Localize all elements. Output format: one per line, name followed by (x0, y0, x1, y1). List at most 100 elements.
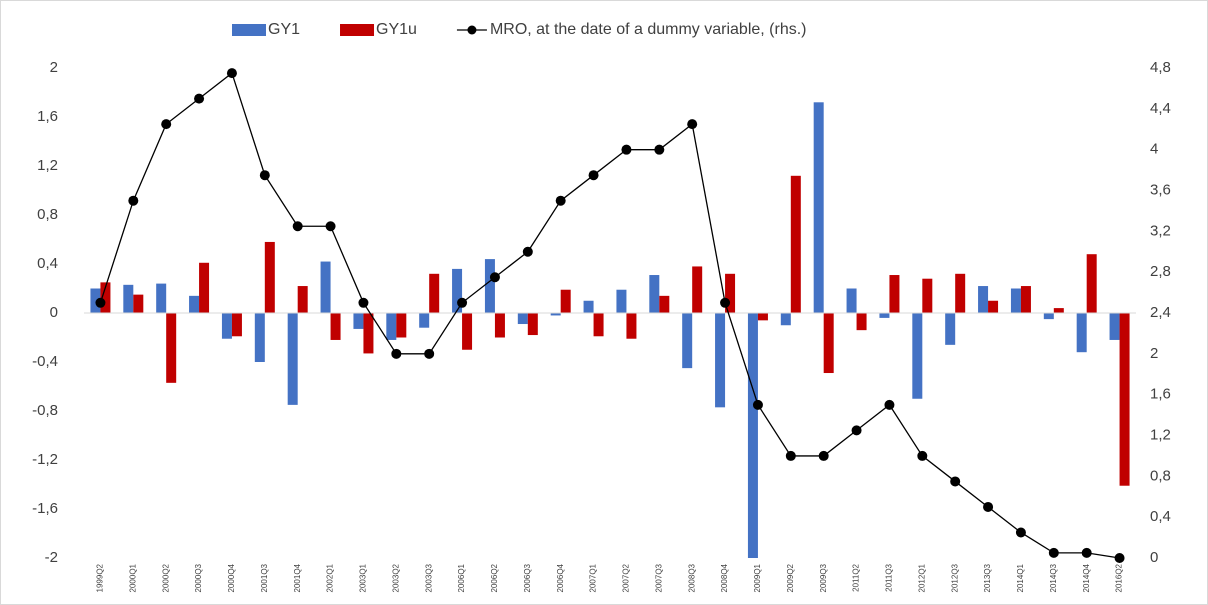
y2-tick-label: 0 (1150, 549, 1158, 566)
line-point (522, 246, 533, 257)
line-point (720, 297, 731, 308)
line-point (752, 399, 763, 410)
bar (1109, 313, 1120, 340)
y2-tick-label: 0,4 (1150, 508, 1171, 525)
x-tick-label: 2006Q2 (490, 563, 499, 592)
y-tick-label: 1,6 (37, 108, 58, 125)
bar (725, 273, 736, 313)
bar (133, 294, 144, 313)
line-point (391, 348, 402, 359)
bar (462, 313, 473, 350)
bar (254, 313, 265, 362)
line-point (194, 93, 205, 104)
legend-swatch (340, 24, 375, 36)
line-point (226, 68, 237, 79)
x-tick-label: 2008Q3 (687, 563, 696, 592)
line-point (489, 272, 500, 283)
bar (813, 102, 824, 313)
bar (692, 266, 703, 313)
legend-label: GY1u (376, 21, 417, 38)
line-point (588, 170, 599, 181)
x-tick-label: 2007Q2 (622, 563, 631, 592)
bar (1076, 313, 1087, 353)
bar (231, 313, 242, 337)
line-point (1048, 547, 1059, 558)
line-point (292, 221, 303, 232)
line-point (818, 450, 829, 461)
x-tick-label: 2006Q1 (457, 563, 466, 592)
bar (988, 300, 999, 313)
bar (616, 289, 627, 313)
y-tick-label: -0,8 (32, 402, 58, 419)
y2-tick-label: 4 (1150, 141, 1158, 158)
y-tick-label: -0,4 (32, 353, 58, 370)
bar (452, 268, 463, 313)
line-point (1114, 553, 1125, 563)
y2-tick-label: 2 (1150, 345, 1158, 362)
bar (297, 286, 308, 313)
x-tick-label: 2001Q4 (293, 563, 302, 592)
y2-tick-label: 4,8 (1150, 59, 1171, 76)
bar (156, 283, 167, 313)
bar (386, 313, 397, 340)
x-tick-label: 2009Q1 (753, 563, 762, 592)
bar (879, 313, 890, 318)
line-point (785, 450, 796, 461)
y-tick-label: -1,6 (32, 500, 58, 517)
line-point (555, 195, 566, 206)
bar (593, 313, 604, 337)
x-tick-label: 2009Q2 (786, 563, 795, 592)
x-tick-label: 2016Q2 (1115, 563, 1124, 592)
bar (1086, 254, 1097, 313)
bar (682, 313, 693, 369)
y2-tick-label: 2,4 (1150, 304, 1171, 321)
legend-swatch (467, 25, 477, 35)
y2-tick-label: 2,8 (1150, 263, 1171, 280)
bar (955, 273, 966, 313)
y-tick-label: -1,2 (32, 451, 58, 468)
y-tick-label: -2 (45, 549, 58, 566)
y2-tick-label: 3,2 (1150, 222, 1171, 239)
line-point (457, 297, 468, 308)
x-tick-label: 2006Q3 (523, 563, 532, 592)
x-tick-label: 2008Q4 (720, 563, 729, 592)
x-tick-label: 2003Q2 (391, 563, 400, 592)
bar (945, 313, 956, 345)
y2-tick-label: 3,6 (1150, 181, 1171, 198)
legend-swatch (232, 24, 266, 36)
x-tick-label: 2006Q4 (556, 563, 565, 592)
bar (560, 289, 571, 313)
bar (330, 313, 341, 340)
bar (1010, 288, 1021, 313)
bar (780, 313, 791, 326)
line-point (654, 144, 665, 155)
bar (583, 300, 594, 313)
y2-tick-label: 1,6 (1150, 386, 1171, 403)
x-tick-label: 2003Q1 (359, 563, 368, 592)
bar (100, 282, 111, 313)
bar (747, 313, 758, 558)
bar (978, 286, 989, 313)
line-point (95, 297, 106, 308)
x-tick-label: 2012Q1 (917, 563, 926, 592)
bar (649, 275, 660, 313)
bar (790, 175, 801, 313)
x-tick-label: 2003Q3 (424, 563, 433, 592)
x-tick-label: 2007Q1 (589, 563, 598, 592)
bar (1119, 313, 1130, 486)
line-point (950, 476, 961, 487)
y-tick-label: 1,2 (37, 157, 58, 174)
line-point (917, 450, 928, 461)
y-tick-label: 2 (50, 59, 58, 76)
bar (484, 259, 495, 313)
x-tick-label: 2011Q3 (885, 563, 894, 591)
line-point (161, 119, 172, 130)
bar (429, 273, 440, 313)
line-point (983, 501, 994, 512)
line-point (687, 119, 698, 130)
y2-tick-label: 1,2 (1150, 426, 1171, 443)
bar (1020, 286, 1031, 313)
bar (757, 313, 768, 321)
bar (287, 313, 298, 405)
